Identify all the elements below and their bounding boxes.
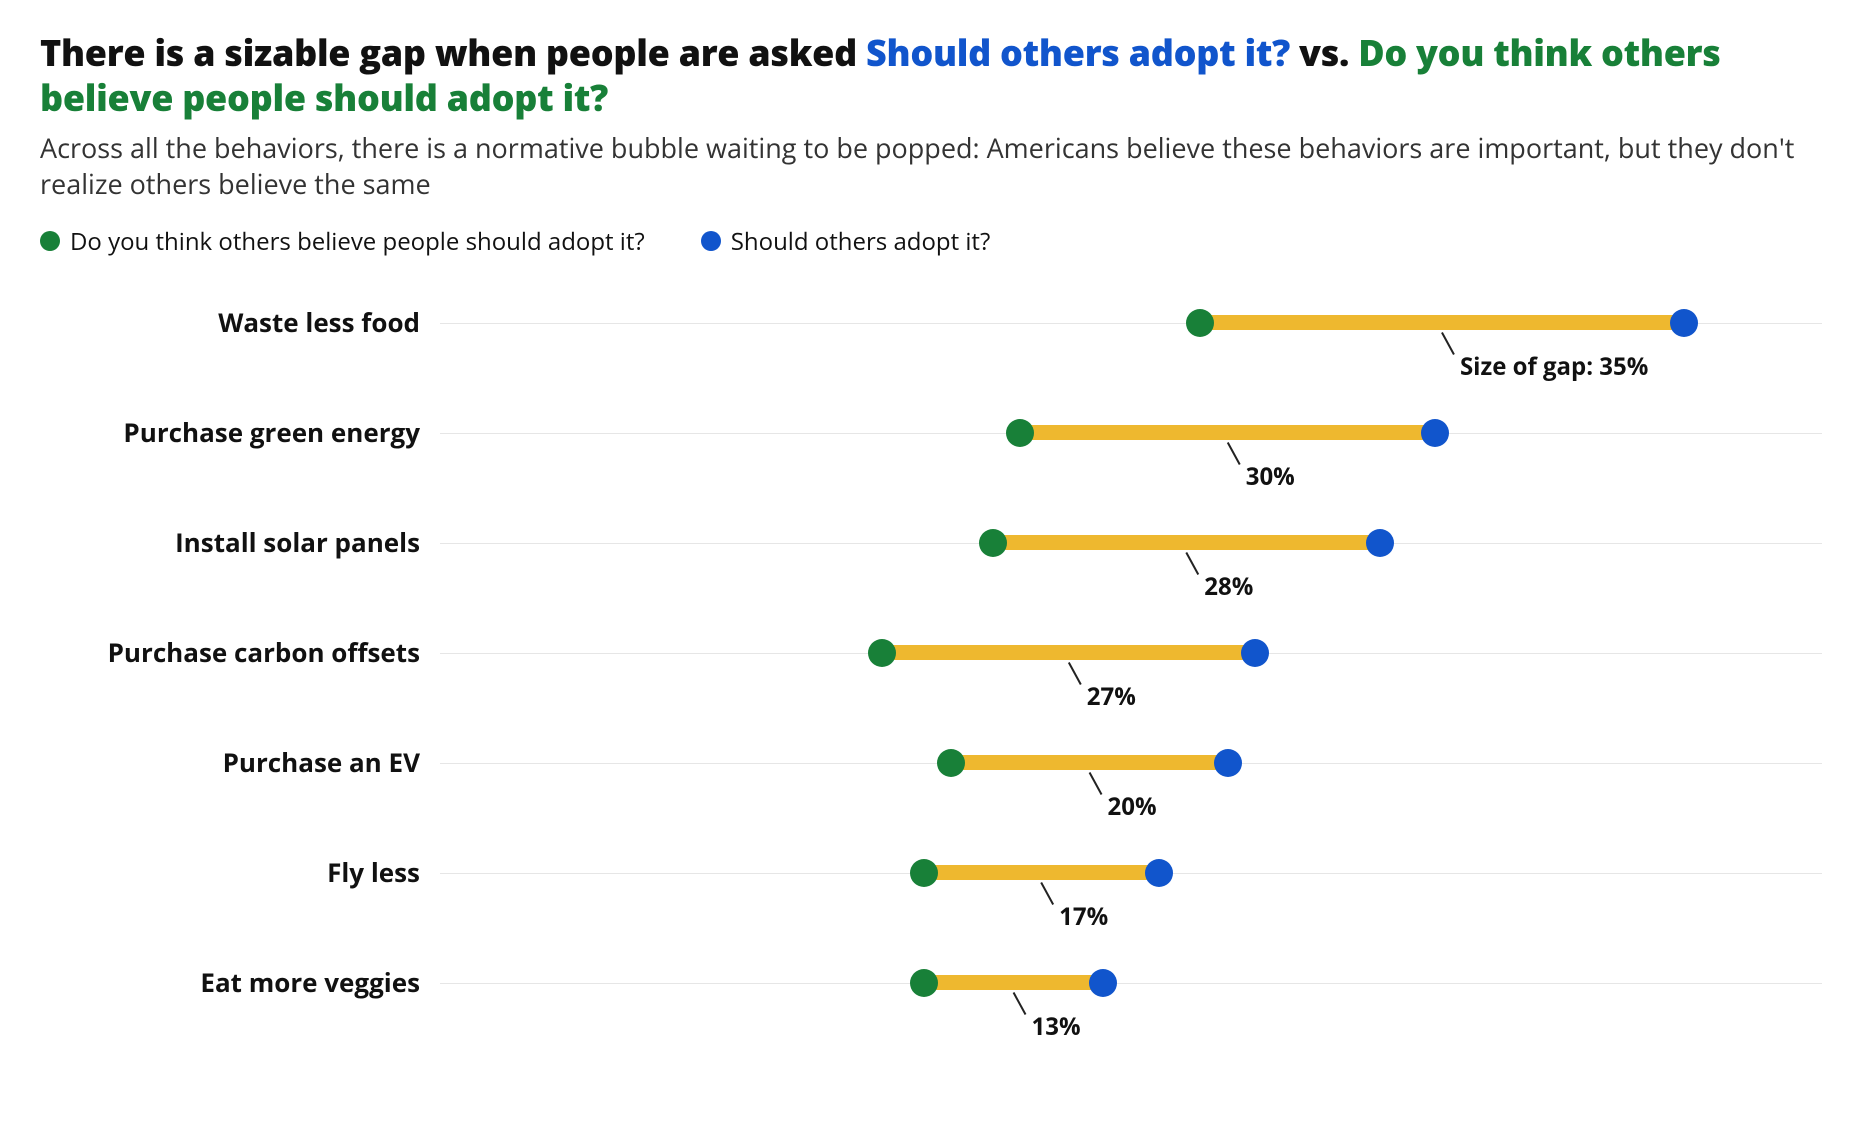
plot-area: 27% bbox=[440, 638, 1822, 748]
gap-label: 28% bbox=[1204, 570, 1253, 603]
title-pre: There is a sizable gap when people are a… bbox=[40, 28, 866, 77]
chart-row: Purchase an EV 20% bbox=[40, 748, 1822, 858]
chart-subtitle: Across all the behaviors, there is a nor… bbox=[40, 130, 1822, 203]
row-label: Waste less food bbox=[40, 308, 440, 338]
circle-icon bbox=[701, 231, 721, 251]
plot-area: 30% bbox=[440, 418, 1822, 528]
legend: Do you think others believe people shoul… bbox=[40, 225, 1822, 258]
gap-label: 27% bbox=[1087, 680, 1136, 713]
circle-icon bbox=[40, 231, 60, 251]
plot-area: 13% bbox=[440, 968, 1822, 1078]
chart-container: There is a sizable gap when people are a… bbox=[0, 0, 1862, 1118]
chart-title: There is a sizable gap when people are a… bbox=[40, 30, 1822, 120]
chart-row: Purchase carbon offsets 27% bbox=[40, 638, 1822, 748]
chart-row: Purchase green energy 30% bbox=[40, 418, 1822, 528]
gap-label: 20% bbox=[1108, 790, 1157, 823]
row-label: Purchase green energy bbox=[40, 418, 440, 448]
chart-row: Waste less food Size of gap: 35% bbox=[40, 308, 1822, 418]
callout-line-icon bbox=[440, 528, 1822, 638]
plot-area: Size of gap: 35% bbox=[440, 308, 1822, 418]
row-label: Fly less bbox=[40, 858, 440, 888]
chart-row: Fly less 17% bbox=[40, 858, 1822, 968]
row-label: Purchase carbon offsets bbox=[40, 638, 440, 668]
legend-label-green: Do you think others believe people shoul… bbox=[70, 225, 645, 258]
gap-label: 30% bbox=[1246, 460, 1295, 493]
row-label: Eat more veggies bbox=[40, 968, 440, 998]
legend-item-green: Do you think others believe people shoul… bbox=[40, 225, 645, 258]
callout-line-icon bbox=[440, 858, 1822, 968]
dumbbell-chart: Waste less food Size of gap: 35% Purchase … bbox=[40, 308, 1822, 1078]
callout-line-icon bbox=[440, 418, 1822, 528]
gap-label: 13% bbox=[1032, 1010, 1081, 1043]
chart-row: Eat more veggies 13% bbox=[40, 968, 1822, 1078]
gap-label: Size of gap: 35% bbox=[1460, 350, 1648, 383]
title-mid: vs. bbox=[1290, 28, 1358, 77]
title-q1: Should others adopt it? bbox=[866, 28, 1290, 77]
legend-item-blue: Should others adopt it? bbox=[701, 225, 991, 258]
row-label: Purchase an EV bbox=[40, 748, 440, 778]
plot-area: 20% bbox=[440, 748, 1822, 858]
callout-line-icon bbox=[440, 968, 1822, 1078]
plot-area: 17% bbox=[440, 858, 1822, 968]
plot-area: 28% bbox=[440, 528, 1822, 638]
legend-label-blue: Should others adopt it? bbox=[731, 225, 991, 258]
row-label: Install solar panels bbox=[40, 528, 440, 558]
gap-label: 17% bbox=[1059, 900, 1108, 933]
chart-row: Install solar panels 28% bbox=[40, 528, 1822, 638]
